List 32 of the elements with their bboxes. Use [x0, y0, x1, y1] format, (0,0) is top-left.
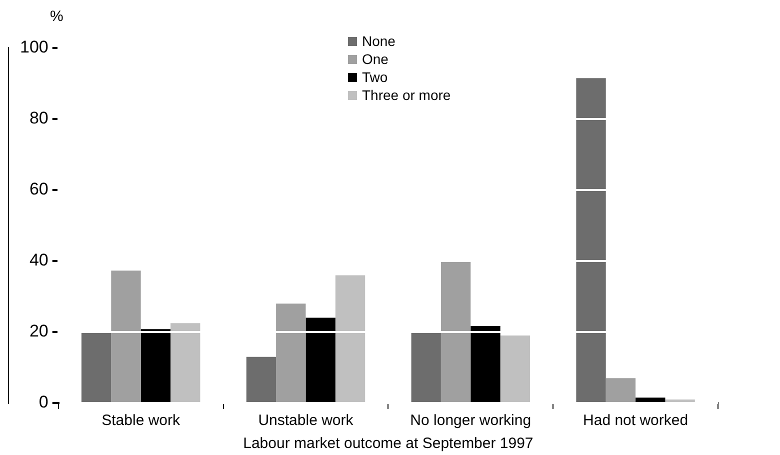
legend-label: None [362, 33, 396, 49]
bar [246, 356, 276, 402]
legend-label: Three or more [362, 87, 451, 103]
bar [500, 336, 530, 402]
bar [576, 78, 606, 402]
bar [170, 323, 200, 402]
y-tick-label: 60 [29, 180, 48, 199]
bar [81, 332, 112, 402]
y-tick-label: 20 [29, 322, 48, 341]
bar [636, 398, 666, 402]
bar [335, 275, 366, 402]
bar [111, 270, 141, 402]
bar [276, 304, 306, 402]
x-axis-title: Labour market outcome at September 1997 [243, 435, 534, 452]
bar [140, 329, 170, 402]
bar [470, 326, 500, 402]
y-axis-title: % [50, 8, 64, 25]
y-tick-label: 80 [29, 108, 48, 128]
legend-label: One [362, 51, 388, 67]
y-tick-label: 100 [20, 38, 48, 57]
bar [606, 378, 636, 402]
y-tick-label: 0 [38, 392, 48, 412]
bar [306, 318, 336, 402]
bar [411, 332, 441, 402]
bar [665, 399, 695, 402]
legend-label: Two [362, 69, 388, 85]
bar [440, 262, 471, 402]
x-tick-label: Unstable work [258, 412, 354, 430]
x-tick-label: Stable work [102, 412, 180, 430]
y-tick-label: 40 [29, 250, 48, 270]
x-tick-label: Had not worked [583, 412, 688, 430]
x-tick-label: No longer working [410, 412, 532, 430]
